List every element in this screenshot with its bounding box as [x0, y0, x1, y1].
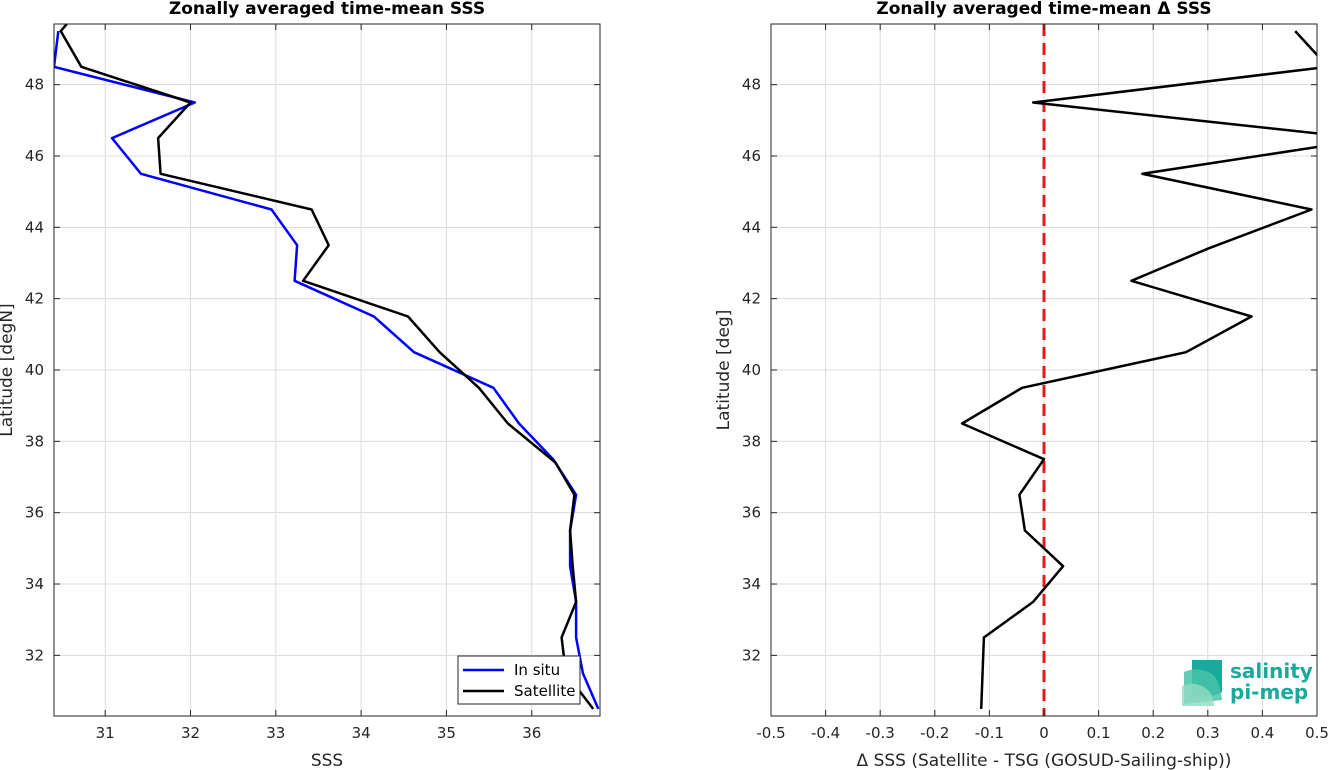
legend-label-in-situ: In situ — [514, 661, 560, 679]
logo-wave-icon — [1182, 660, 1222, 706]
logo-line1: salinity — [1230, 659, 1313, 683]
x-tick-label: 0.5 — [1305, 724, 1329, 742]
y-tick-label: 32 — [25, 646, 44, 664]
x-tick-label: -0.5 — [756, 724, 785, 742]
delta-sss-plot-xlabel: Δ SSS (Satellite - TSG (GOSUD-Sailing-sh… — [857, 751, 1232, 770]
x-tick-label: 31 — [96, 724, 115, 742]
x-tick-label: 0 — [1039, 724, 1049, 742]
y-tick-label: 32 — [742, 646, 761, 664]
delta-sss-series-line — [960, 30, 1317, 709]
legend-box — [457, 655, 581, 705]
y-tick-label: 44 — [25, 218, 44, 236]
x-tick-label: 33 — [266, 724, 285, 742]
sss-plot-ylabel: Latitude [degN] — [0, 303, 17, 436]
y-tick-label: 38 — [25, 432, 44, 450]
x-tick-label: -0.2 — [920, 724, 949, 742]
logo-line2: pi-mep — [1230, 680, 1308, 704]
x-tick-label: 0.4 — [1250, 724, 1274, 742]
y-tick-label: 40 — [742, 361, 761, 379]
satellite-series-line — [59, 24, 595, 710]
x-tick-label: -0.4 — [811, 724, 840, 742]
delta-sss-plot-ylabel: Latitude [deg] — [714, 310, 734, 431]
x-tick-label: 0.2 — [1141, 724, 1165, 742]
x-tick-label: 34 — [352, 724, 371, 742]
sss-plot: 31 32 33 34 35 36 32 34 36 38 40 42 44 46 48 Zonally a… — [0, 0, 601, 770]
x-tick-label: -0.3 — [866, 724, 895, 742]
y-tick-label: 48 — [25, 76, 44, 94]
x-tick-label: -0.1 — [975, 724, 1004, 742]
y-tick-label: 42 — [742, 290, 761, 308]
y-tick-label: 46 — [25, 147, 44, 165]
salinity-pi-mep-logo: salinity pi-mep — [1182, 659, 1313, 706]
y-tick-label: 34 — [25, 575, 44, 593]
delta-sss-plot: -0.5 -0.4 -0.3 -0.2 -0.1 0 0.1 0.2 0.3 0.4 0.5 32 34… — [714, 0, 1329, 770]
x-tick-label: 0.1 — [1087, 724, 1111, 742]
y-tick-label: 40 — [25, 361, 44, 379]
x-tick-label: 35 — [437, 724, 456, 742]
y-tick-label: 46 — [742, 147, 761, 165]
sss-plot-title: Zonally averaged time-mean SSS — [169, 0, 485, 19]
y-tick-label: 38 — [742, 432, 761, 450]
y-tick-label: 36 — [25, 504, 44, 522]
sss-plot-xlabel: SSS — [311, 751, 343, 770]
legend: In situ Satellite — [457, 655, 581, 705]
y-tick-label: 42 — [25, 290, 44, 308]
delta-sss-plot-title: Zonally averaged time-mean Δ SSS — [876, 0, 1211, 19]
x-tick-label: 32 — [181, 724, 200, 742]
x-tick-label: 0.3 — [1196, 724, 1220, 742]
y-tick-label: 44 — [742, 218, 761, 236]
y-tick-label: 34 — [742, 575, 761, 593]
y-tick-label: 48 — [742, 76, 761, 94]
x-tick-label: 36 — [522, 724, 541, 742]
y-tick-label: 36 — [742, 504, 761, 522]
legend-label-satellite: Satellite — [514, 682, 575, 700]
